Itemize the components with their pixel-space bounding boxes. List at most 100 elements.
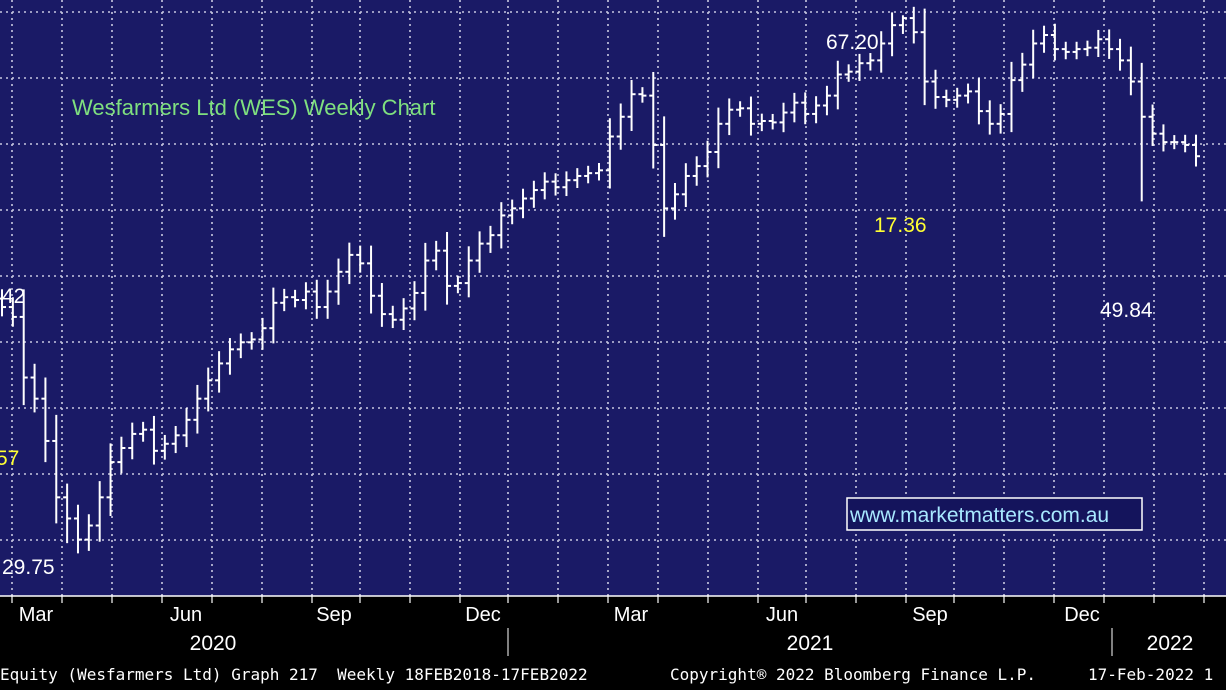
chart-title: Wesfarmers Ltd (WES) Weekly Chart <box>72 95 435 120</box>
annotation-recent-low: 49.84 <box>1100 299 1153 322</box>
ohlc-bar <box>258 317 267 350</box>
price-bars <box>0 6 1200 554</box>
ohlc-bar <box>725 98 734 136</box>
footer-bar: Equity (Wesfarmers Ltd) Graph 217 Weekly… <box>0 660 1226 690</box>
ohlc-bar <box>301 282 310 310</box>
x-tick-label-7: Dec <box>1064 604 1100 626</box>
ohlc-bar <box>8 297 17 327</box>
ohlc-bar <box>681 163 690 208</box>
x-tick-label-0: Mar <box>19 604 54 626</box>
ohlc-bar <box>160 434 169 460</box>
ohlc-bar <box>0 289 6 317</box>
ohlc-bar <box>703 140 712 178</box>
ohlc-bar <box>1105 29 1114 59</box>
ohlc-bar <box>41 377 50 463</box>
ohlc-bar <box>30 363 39 413</box>
x-tick-label-1: Jun <box>170 604 202 626</box>
annotation-left-yellow: 57 <box>0 447 19 470</box>
ohlc-bar <box>280 288 289 312</box>
x-tick-label-3: Dec <box>465 604 501 626</box>
ohlc-bar <box>822 85 831 116</box>
ohlc-bar <box>73 504 82 554</box>
ohlc-bar <box>139 421 148 442</box>
ohlc-bar <box>1137 62 1146 202</box>
year-label-1: 2021 <box>787 632 834 655</box>
ohlc-bar <box>1083 40 1092 57</box>
ohlc-bar <box>432 240 441 271</box>
ohlc-bar <box>149 415 158 465</box>
annotation-high: 67.20 <box>826 31 879 54</box>
ohlc-bar <box>595 162 603 181</box>
x-tick-label-4: Mar <box>614 604 649 626</box>
ohlc-bar <box>1181 134 1190 153</box>
ohlc-bar <box>236 333 245 359</box>
ohlc-bar <box>410 281 419 321</box>
ohlc-bar <box>1007 61 1016 133</box>
ohlc-bar <box>106 443 115 517</box>
ohlc-bar <box>909 6 918 44</box>
ohlc-bar <box>920 8 929 106</box>
year-label-0: 2020 <box>190 632 237 655</box>
ohlc-bar <box>367 245 376 314</box>
ohlc-bar <box>497 202 506 249</box>
url-box <box>846 497 1143 531</box>
ohlc-bar <box>291 289 300 308</box>
ohlc-bar <box>670 183 679 220</box>
ohlc-bar <box>519 188 528 219</box>
ohlc-bar <box>19 289 28 406</box>
ohlc-bar <box>1094 29 1103 57</box>
ohlc-bar <box>345 242 354 285</box>
year-label-2: 2022 <box>1147 632 1194 655</box>
ohlc-bar <box>95 481 104 542</box>
annotation-left-top: 42 <box>2 285 25 308</box>
ohlc-bar <box>1159 124 1168 152</box>
ohlc-bar <box>1029 29 1038 79</box>
ohlc-bar <box>1018 52 1027 92</box>
ohlc-bar <box>193 384 202 434</box>
ohlc-bar <box>757 113 766 132</box>
plot-area <box>0 0 1226 596</box>
ohlc-bar <box>877 31 886 73</box>
ohlc-bar <box>356 245 365 273</box>
ohlc-bar <box>616 103 625 150</box>
ohlc-bar <box>974 78 983 125</box>
year-labels: 2020 2021 2022 <box>190 632 1194 655</box>
ohlc-bar <box>486 225 495 253</box>
ohlc-bar <box>898 15 907 34</box>
ohlc-bar <box>953 87 962 108</box>
ohlc-bar <box>443 231 452 305</box>
ohlc-bar <box>660 116 669 237</box>
ohlc-bar <box>529 180 538 208</box>
ohlc-bar <box>779 102 788 133</box>
ohlc-bar <box>388 305 397 329</box>
ohlc-bar <box>204 367 213 412</box>
x-axis-band <box>0 596 1226 660</box>
ohlc-bar <box>377 283 386 327</box>
ohlc-bar <box>801 92 810 125</box>
ohlc-bar <box>421 242 430 311</box>
ohlc-bar <box>182 408 191 448</box>
ohlc-bar <box>866 53 875 71</box>
footer-copyright: Copyright® 2022 Bloomberg Finance L.P. <box>670 665 1037 684</box>
ohlc-bar <box>128 422 137 460</box>
ohlc-bar <box>453 275 462 294</box>
ohlc-bar <box>334 258 343 305</box>
ohlc-bar <box>627 79 636 131</box>
ohlc-bar <box>1148 104 1157 146</box>
url-text: www.marketmatters.com.au <box>849 504 1109 527</box>
ohlc-bar <box>269 287 278 344</box>
ohlc-bar <box>508 199 517 225</box>
ohlc-bar <box>746 96 755 136</box>
ohlc-bar <box>605 118 614 189</box>
ohlc-bar <box>225 338 234 375</box>
ohlc-bar <box>215 351 224 393</box>
ohlc-bar <box>323 279 332 319</box>
ohlc-bar <box>985 100 994 135</box>
ohlc-bar <box>1192 134 1200 167</box>
x-tick-label-2: Sep <box>316 604 352 626</box>
ohlc-bar <box>1072 41 1081 60</box>
ohlc-bar <box>638 87 647 103</box>
ohlc-bar <box>833 60 842 110</box>
ohlc-bar <box>584 165 593 184</box>
